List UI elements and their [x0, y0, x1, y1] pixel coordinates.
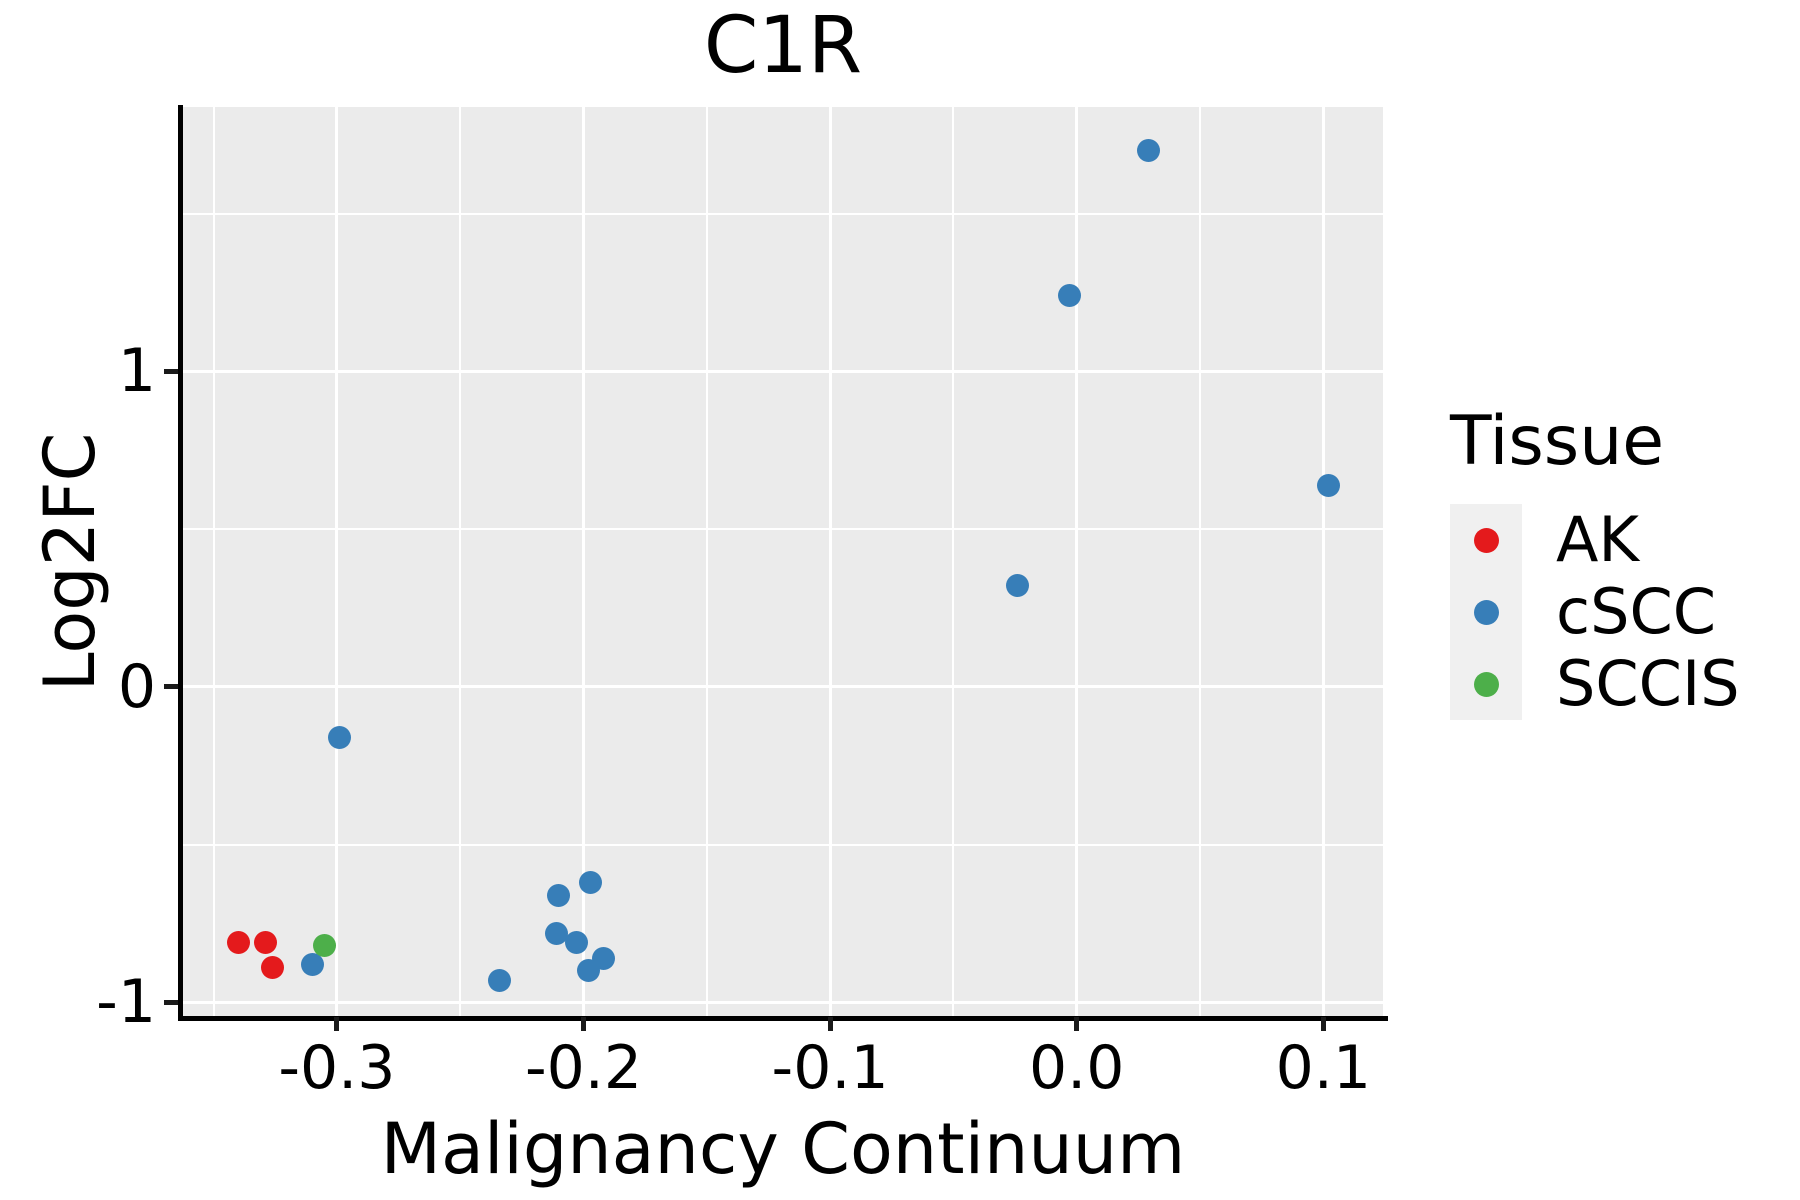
data-point-cSCC [327, 725, 351, 749]
x-tick-label: -0.3 [278, 1033, 396, 1103]
data-point-cSCC [579, 871, 603, 895]
data-point-cSCC [547, 883, 571, 907]
gridline-x-major [335, 107, 339, 1017]
ak-dot-icon [1473, 527, 1499, 553]
legend-key [1450, 648, 1522, 720]
gridline-y-major [183, 369, 1383, 373]
x-tick-label: -0.2 [524, 1033, 643, 1103]
legend-title: Tissue [1450, 402, 1665, 481]
gridline-x-minor [952, 107, 955, 1017]
data-point-cSCC [1136, 139, 1160, 163]
data-point-AK [261, 956, 285, 980]
data-point-cSCC [488, 968, 512, 992]
y-tick-label: 0 [117, 651, 156, 722]
gridline-y-minor [183, 843, 1383, 846]
legend-item-AK: AK [1450, 504, 1740, 576]
x-tick-mark [580, 1017, 586, 1031]
data-point-cSCC [576, 959, 600, 983]
data-point-cSCC [1057, 284, 1081, 308]
gridline-x-major [581, 107, 585, 1017]
cscc-dot-icon [1473, 599, 1499, 625]
x-tick-mark [1074, 1017, 1080, 1031]
data-point-AK [253, 931, 277, 955]
legend-items: AK cSCC SCCIS [1450, 504, 1740, 720]
legend-item-label: SCCIS [1556, 647, 1740, 720]
data-point-cSCC [1316, 473, 1340, 497]
gridline-y-minor [183, 528, 1383, 531]
gridline-x-minor [705, 107, 708, 1017]
y-axis-spine [178, 105, 183, 1019]
data-point-cSCC [300, 953, 324, 977]
data-point-SCCIS [313, 934, 337, 958]
y-tick-label: 1 [117, 336, 156, 407]
y-tick-mark [164, 684, 178, 690]
x-tick-label: 0.1 [1275, 1033, 1372, 1103]
gridline-x-major [828, 107, 832, 1017]
data-point-AK [226, 931, 250, 955]
legend-item-cSCC: cSCC [1450, 576, 1740, 648]
legend-key [1450, 576, 1522, 648]
x-tick-mark [1320, 1017, 1326, 1031]
sccis-dot-icon [1473, 671, 1499, 697]
gridline-x-minor [459, 107, 462, 1017]
gridline-y-major [183, 1000, 1383, 1004]
x-tick-mark [827, 1017, 833, 1031]
legend-item-SCCIS: SCCIS [1450, 648, 1740, 720]
gridline-x-minor [212, 107, 215, 1017]
legend: Tissue AK cSCC SCCIS [1450, 406, 1740, 720]
plot-title: C1R [703, 1, 863, 91]
gridline-x-minor [1199, 107, 1202, 1017]
x-tick-mark [334, 1017, 340, 1031]
y-tick-mark [164, 368, 178, 374]
data-point-cSCC [544, 921, 568, 945]
x-tick-label: -0.1 [771, 1033, 889, 1103]
y-tick-label: -1 [96, 967, 156, 1038]
x-axis-spine [178, 1016, 1388, 1021]
gridline-x-major [1075, 107, 1079, 1017]
gridline-x-major [1321, 107, 1325, 1017]
plot-panel [183, 107, 1383, 1017]
x-axis-label: Malignancy Continuum [380, 1108, 1186, 1190]
legend-key [1450, 504, 1522, 576]
legend-item-label: AK [1556, 503, 1640, 576]
legend-item-label: cSCC [1556, 575, 1717, 648]
gridline-y-major [183, 685, 1383, 689]
x-tick-label: 0.0 [1028, 1033, 1125, 1103]
gridline-y-minor [183, 212, 1383, 215]
data-point-cSCC [564, 931, 588, 955]
data-point-cSCC [1006, 574, 1030, 598]
y-tick-mark [164, 999, 178, 1005]
